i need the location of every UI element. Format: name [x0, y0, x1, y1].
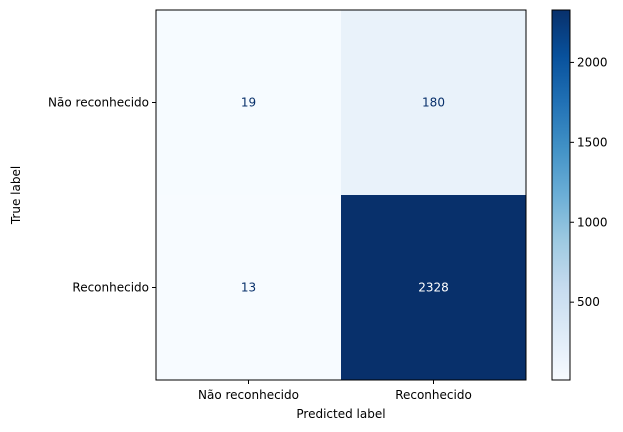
x-tick-label: Reconhecido [395, 388, 472, 402]
matrix-cell-value: 19 [241, 96, 256, 110]
x-axis-label: Predicted label [296, 407, 385, 421]
y-tick-label: Reconhecido [72, 281, 149, 295]
plot-frame [155, 9, 527, 381]
matrix-cell-value: 180 [422, 96, 445, 110]
matrix-cell [156, 195, 342, 381]
matrix-cell-value: 2328 [418, 281, 449, 295]
x-axis-ticks: Não reconhecido Reconhecido [198, 380, 472, 402]
colorbar-tick-label: 500 [577, 295, 600, 309]
y-tick-label: Não reconhecido [48, 96, 149, 110]
matrix-cell [156, 10, 342, 196]
colorbar-ticks: 500 1000 1500 2000 [570, 55, 608, 309]
colorbar-tick-label: 2000 [577, 55, 608, 69]
matrix-cell-values: 19 180 13 2328 [241, 96, 449, 295]
matrix-cell [341, 195, 527, 381]
matrix-cells [156, 10, 527, 381]
colorbar-tick-label: 1000 [577, 215, 608, 229]
colorbar [551, 9, 571, 381]
x-tick-label: Não reconhecido [198, 388, 299, 402]
colorbar-tick-label: 1500 [577, 135, 608, 149]
y-axis-ticks: Não reconhecido Reconhecido [48, 96, 156, 295]
matrix-cell-value: 13 [241, 281, 256, 295]
y-axis-label: True label [9, 166, 23, 225]
matrix-cell [341, 10, 527, 196]
